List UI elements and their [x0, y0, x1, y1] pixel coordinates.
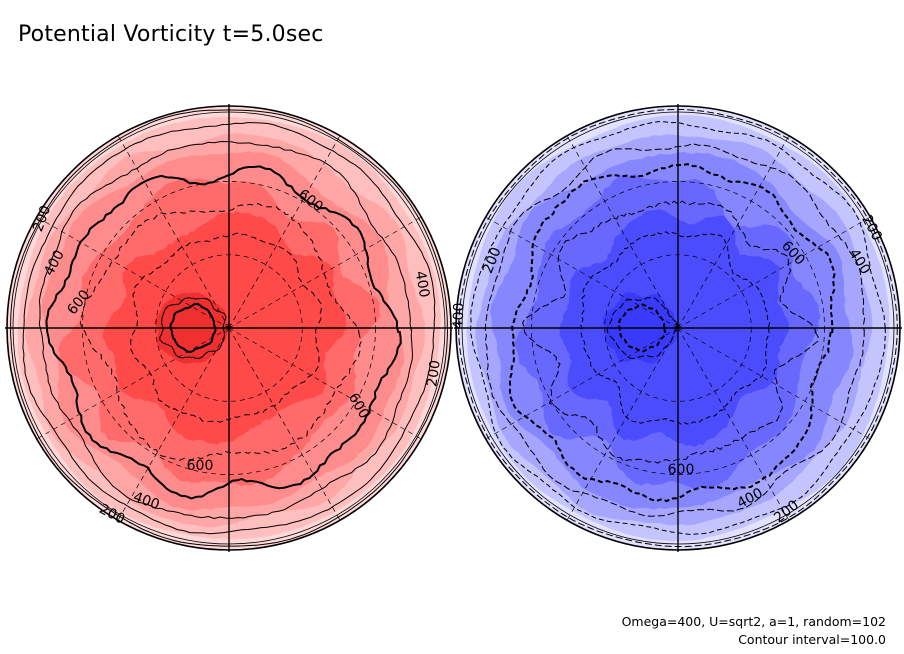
north-pole-marker: * — [225, 321, 232, 337]
north-meridian — [117, 327, 230, 521]
north-meridian — [228, 327, 422, 440]
north-meridian — [117, 135, 230, 329]
south-meridian — [566, 135, 679, 329]
north-contour-label: 600 — [187, 458, 214, 474]
chart-title: Potential Vorticity t=5.0sec — [18, 22, 324, 47]
north-contour-line — [45, 165, 402, 500]
south-contour-line — [458, 109, 898, 548]
north-contour-line — [22, 121, 436, 535]
south-meridian — [485, 327, 679, 440]
south-contour-line — [508, 163, 836, 503]
north-contour-line — [129, 232, 322, 423]
north-meridian — [228, 216, 422, 329]
north-contour-label: 400 — [412, 270, 432, 299]
south-contour-line — [522, 200, 819, 464]
north-contour-label: 200 — [424, 359, 444, 388]
south-contour-line — [580, 231, 771, 425]
contour-interval-note: Contour interval=100.0 — [738, 632, 886, 647]
south-contour-line — [484, 143, 866, 517]
south-meridian — [677, 216, 871, 329]
north-meridian — [228, 135, 341, 329]
north-contour-line — [79, 203, 363, 461]
south-meridian — [485, 216, 679, 329]
north-meridian — [36, 327, 230, 440]
south-meridian — [677, 135, 790, 329]
south-meridian — [566, 327, 679, 521]
south-contour-label: 400 — [451, 302, 468, 329]
south-pole-marker: * — [674, 321, 681, 337]
north-contour-line — [38, 140, 414, 520]
south-contour-label: 600 — [668, 462, 695, 478]
south-meridian — [677, 327, 790, 521]
north-meridian — [228, 327, 341, 521]
south-contour-line — [470, 121, 887, 536]
parameters-note: Omega=400, U=sqrt2, a=1, random=102 — [621, 614, 886, 629]
north-contour-line — [10, 109, 449, 547]
north-meridian — [36, 216, 230, 329]
south-meridian — [677, 327, 871, 440]
